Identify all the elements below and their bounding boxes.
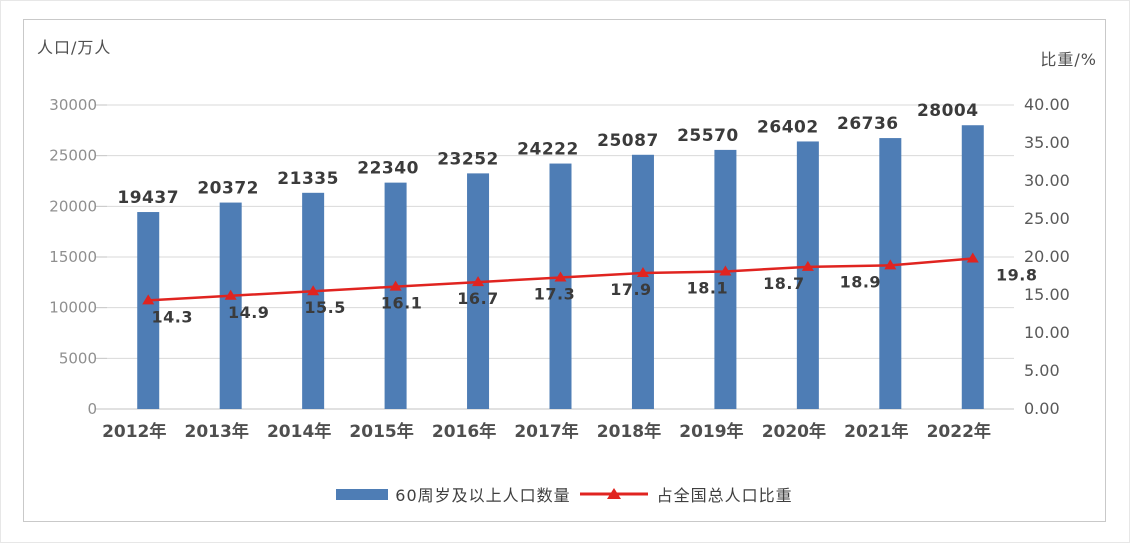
line-marker-icon: [966, 252, 979, 263]
bar-2012年: [137, 212, 160, 409]
line-marker-icon: [224, 289, 237, 300]
line-legend-label: 占全国总人口比重: [656, 486, 793, 505]
line-value-label: 17.9: [610, 280, 651, 299]
line-value-label: 17.3: [534, 285, 575, 304]
right-axis-tick-label: 40.00: [1024, 95, 1070, 114]
bar-value-label: 22340: [357, 159, 419, 179]
line-marker-icon: [719, 265, 732, 276]
x-axis-label: 2015年: [349, 421, 413, 442]
x-axis-label: 2019年: [679, 421, 743, 442]
x-axis-label: 2012年: [102, 421, 166, 442]
line-value-label: 16.7: [457, 289, 498, 308]
bar-value-label: 28004: [917, 101, 979, 121]
right-axis-title: 比重/%: [1040, 50, 1097, 69]
bar-2020年: [796, 141, 819, 410]
bar-2022年: [961, 125, 984, 409]
bar-legend-swatch-icon: [336, 488, 389, 500]
left-axis-title: 人口/万人: [37, 38, 112, 57]
bar-2021年: [879, 138, 902, 409]
bar-2017年: [549, 163, 572, 409]
x-axis-label: 2014年: [267, 421, 331, 442]
x-axis-label: 2021年: [844, 421, 908, 442]
bar-2018年: [631, 154, 654, 409]
bar-2014年: [302, 192, 325, 409]
bar-value-label: 21335: [277, 169, 339, 189]
left-axis-tick-label: 15000: [49, 248, 97, 266]
line-marker-icon: [636, 266, 649, 277]
line-marker-icon: [142, 294, 155, 305]
line-marker-icon: [801, 260, 814, 271]
line-value-label: 18.7: [763, 274, 804, 293]
bar-value-label: 24222: [517, 140, 579, 160]
line-legend-marker-icon: [578, 486, 650, 502]
x-axis-label: 2016年: [432, 421, 496, 442]
legend-triangle-icon: [606, 488, 621, 499]
right-axis-tick-label: 5.00: [1024, 361, 1060, 380]
chart-canvas: 30000 25000 20000 15000 10000 5000 0 40.00 35.00…: [49, 95, 1070, 442]
bar-2019年: [714, 149, 737, 409]
line-value-label: 18.9: [840, 272, 881, 291]
line-marker-icon: [389, 280, 402, 291]
x-axis-label: 2022年: [927, 421, 991, 442]
right-axis-tick-label: 35.00: [1024, 133, 1070, 152]
bar-value-label: 25570: [677, 126, 739, 146]
left-axis-tick-label: 5000: [59, 349, 97, 367]
bar-value-label: 25087: [597, 131, 659, 151]
right-axis-tick-label: 25.00: [1024, 209, 1070, 228]
left-axis-tick-label: 20000: [49, 197, 97, 215]
right-axis-tick-label: 20.00: [1024, 247, 1070, 266]
line-value-label: 19.8: [996, 266, 1037, 285]
bar-2016年: [467, 173, 490, 409]
bar-value-label: 19437: [117, 188, 179, 208]
line-marker-icon: [307, 285, 320, 296]
line-value-label: 18.1: [687, 278, 728, 297]
right-axis-tick-label: 0.00: [1024, 399, 1060, 418]
x-axis-label: 2018年: [597, 421, 661, 442]
bar-value-label: 26402: [757, 117, 819, 137]
right-axis-tick-label: 30.00: [1024, 171, 1070, 190]
line-value-label: 16.1: [381, 294, 422, 313]
bar-legend-label: 60周岁及以上人口数量: [395, 486, 571, 505]
line-value-label: 15.5: [304, 298, 345, 317]
line-value-label: 14.9: [228, 303, 269, 322]
bar-value-label: 23252: [437, 149, 499, 169]
left-axis-tick-label: 10000: [49, 299, 97, 317]
x-axis-label: 2017年: [514, 421, 578, 442]
chart-frame: 人口/万人 比重/% 30000 25000 20000 15000 10000 5000…: [23, 19, 1106, 522]
bar-2013年: [219, 202, 242, 409]
legend: 60周岁及以上人口数量 占全国总人口比重: [24, 482, 1105, 506]
bar-value-label: 26736: [837, 114, 899, 134]
line-marker-icon: [554, 271, 567, 282]
line-value-label: 14.3: [151, 307, 192, 326]
x-axis-label: 2013年: [185, 421, 249, 442]
right-axis-tick-label: 10.00: [1024, 323, 1070, 342]
bar-2015年: [384, 182, 407, 409]
left-axis-tick-label: 0: [87, 400, 97, 418]
left-axis-tick-label: 30000: [49, 96, 97, 114]
left-axis-tick-label: 25000: [49, 147, 97, 165]
line-marker-icon: [472, 276, 485, 287]
x-axis-label: 2020年: [762, 421, 826, 442]
right-axis-tick-label: 15.00: [1024, 285, 1070, 304]
bar-value-label: 20372: [197, 179, 259, 199]
line-marker-icon: [884, 259, 897, 270]
